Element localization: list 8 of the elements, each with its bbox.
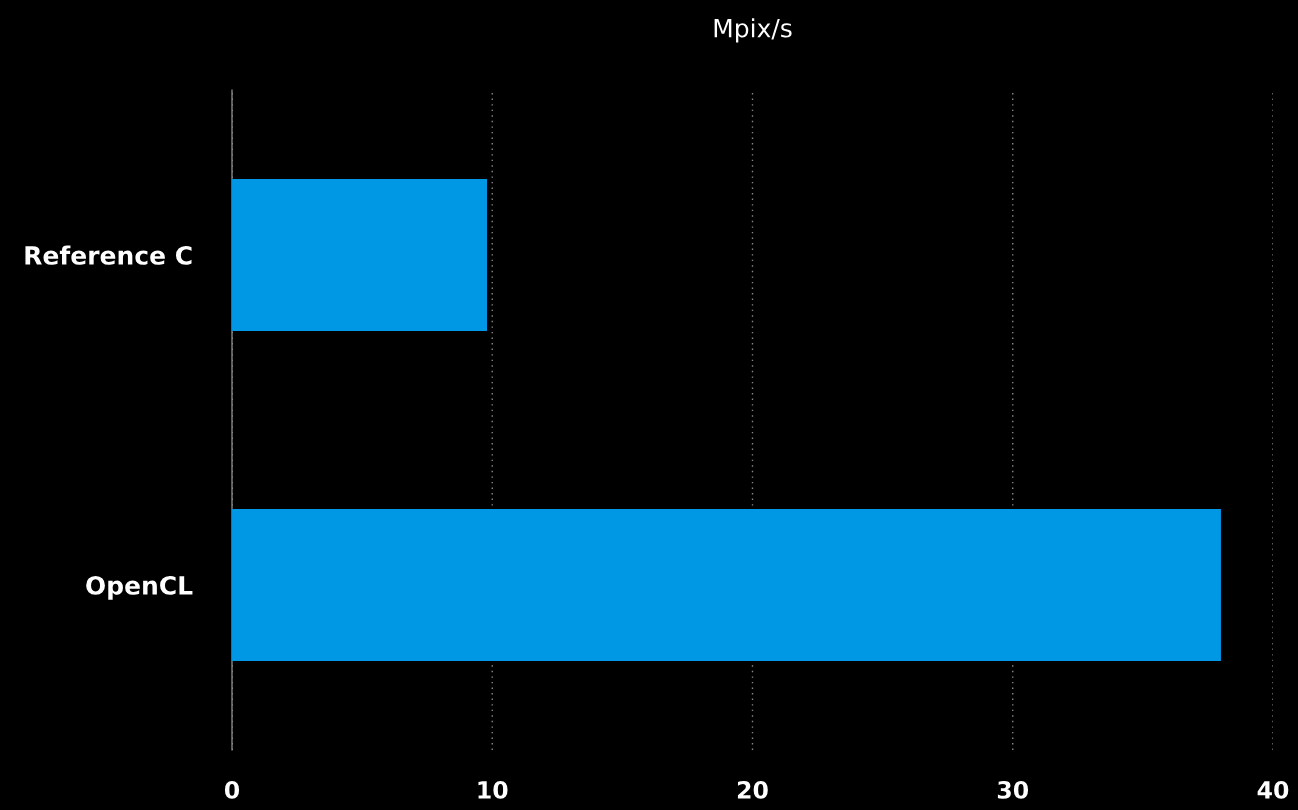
- x-axis-title: Mpix/s: [714, 18, 792, 43]
- x-tick-label: 0: [224, 780, 240, 799]
- y-tick-label: Reference C: [25, 245, 192, 265]
- x-tick-label: 30: [997, 780, 1029, 799]
- x-tick-label: 20: [737, 780, 768, 799]
- y-tick-label: OpenCL: [86, 575, 193, 600]
- x-tick-label: 40: [1257, 780, 1289, 799]
- x-tick-label: 10: [478, 780, 508, 799]
